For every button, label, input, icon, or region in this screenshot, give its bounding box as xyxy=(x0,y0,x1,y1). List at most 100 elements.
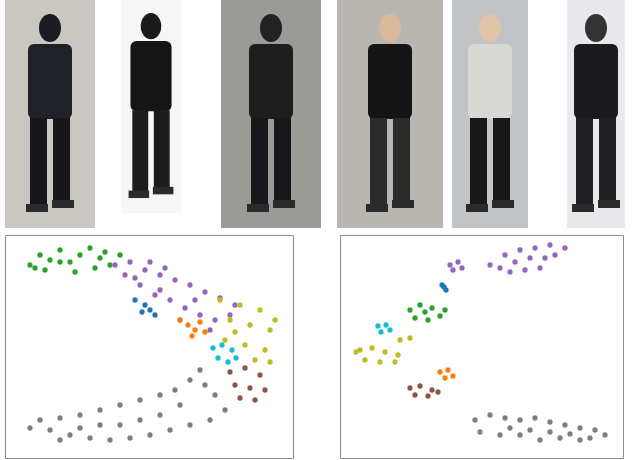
plot-area xyxy=(27,245,277,442)
point xyxy=(502,415,507,420)
point xyxy=(455,259,460,264)
person-leg xyxy=(599,118,616,202)
point xyxy=(369,345,374,350)
point xyxy=(267,327,272,332)
person-leg xyxy=(154,110,170,188)
point xyxy=(472,417,477,422)
series xyxy=(375,322,392,334)
point xyxy=(122,272,127,277)
point xyxy=(233,355,238,360)
point xyxy=(152,312,157,317)
person-leg xyxy=(132,110,148,192)
point xyxy=(592,427,597,432)
point xyxy=(87,435,92,440)
point xyxy=(487,262,492,267)
person-leg xyxy=(370,118,387,206)
point xyxy=(522,267,527,272)
point xyxy=(257,307,262,312)
y-axis xyxy=(340,236,341,459)
person-shoe xyxy=(129,191,150,198)
point xyxy=(117,402,122,407)
person-leg xyxy=(274,118,291,202)
point xyxy=(182,305,187,310)
point xyxy=(547,242,552,247)
person-leg xyxy=(493,118,510,202)
point xyxy=(57,259,62,264)
point xyxy=(27,262,32,267)
y-axis xyxy=(5,236,6,459)
plot-area xyxy=(353,242,607,442)
point xyxy=(441,284,446,289)
point xyxy=(227,312,232,317)
point xyxy=(177,317,182,322)
point xyxy=(137,282,142,287)
point xyxy=(32,265,37,270)
point xyxy=(262,387,267,392)
point xyxy=(77,252,82,257)
point xyxy=(127,435,132,440)
point xyxy=(257,372,262,377)
point xyxy=(107,437,112,442)
point xyxy=(507,425,512,430)
point xyxy=(67,259,72,264)
point xyxy=(542,255,547,260)
point xyxy=(207,417,212,422)
photo xyxy=(5,0,95,228)
point xyxy=(189,333,194,338)
point xyxy=(197,367,202,372)
series xyxy=(217,297,277,364)
point xyxy=(172,277,177,282)
point xyxy=(232,382,237,387)
point xyxy=(77,425,82,430)
point xyxy=(117,252,122,257)
series xyxy=(210,342,238,364)
point xyxy=(532,245,537,250)
photo-background xyxy=(5,0,95,228)
point xyxy=(232,329,237,334)
point xyxy=(450,267,455,272)
point xyxy=(417,383,422,388)
person-shoe xyxy=(366,204,388,212)
scatter-panel xyxy=(341,236,624,459)
point xyxy=(102,249,107,254)
point xyxy=(112,262,117,267)
point xyxy=(445,367,450,372)
person-torso xyxy=(249,44,293,119)
point xyxy=(237,302,242,307)
axis-line xyxy=(623,236,624,459)
point xyxy=(227,369,232,374)
series xyxy=(27,245,122,274)
photo-background xyxy=(221,0,321,228)
series xyxy=(407,383,440,398)
point xyxy=(435,389,440,394)
point xyxy=(407,307,412,312)
point xyxy=(552,252,557,257)
point xyxy=(107,262,112,267)
point xyxy=(157,272,162,277)
point xyxy=(222,407,227,412)
point xyxy=(587,435,592,440)
point xyxy=(429,387,434,392)
point xyxy=(57,437,62,442)
person-shoe xyxy=(598,200,620,208)
point xyxy=(477,429,482,434)
person-torso xyxy=(368,44,412,119)
person-shoe xyxy=(52,200,74,208)
series xyxy=(447,242,567,274)
point xyxy=(562,245,567,250)
point xyxy=(395,352,400,357)
point xyxy=(487,412,492,417)
point xyxy=(187,422,192,427)
axis-line xyxy=(340,236,341,459)
point xyxy=(197,319,202,324)
axis-line xyxy=(341,458,624,459)
point xyxy=(537,265,542,270)
point xyxy=(397,337,402,342)
point xyxy=(162,265,167,270)
point xyxy=(502,252,507,257)
point xyxy=(147,432,152,437)
point xyxy=(602,432,607,437)
point xyxy=(517,417,522,422)
point xyxy=(212,317,217,322)
point xyxy=(77,412,82,417)
